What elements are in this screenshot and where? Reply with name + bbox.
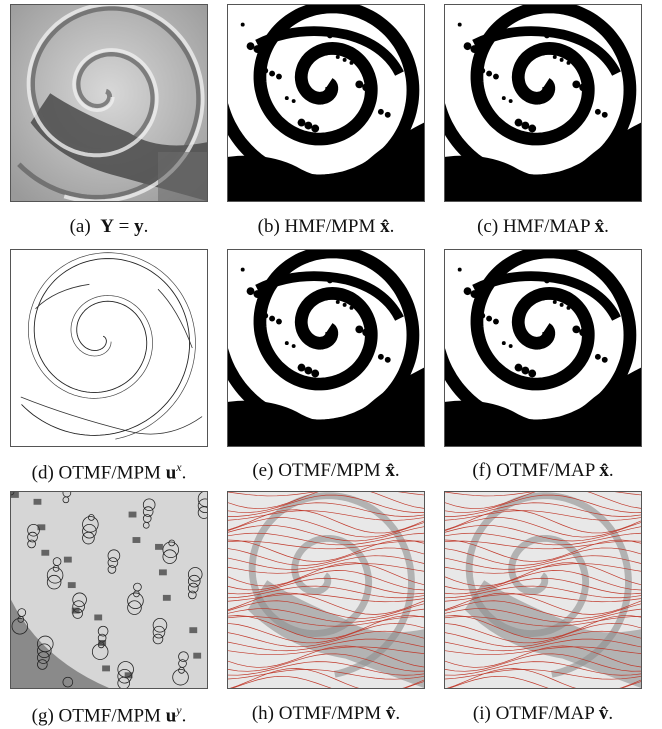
- panel-c-hmf-map-segmentation: [444, 4, 642, 202]
- caption-e: (e) OTMF/MPM x̂.: [252, 460, 400, 481]
- caption-i: (i) OTMF/MAP v̂.: [472, 703, 614, 724]
- caption-c: (c) HMF/MAP x̂.: [477, 216, 609, 237]
- caption-a: (a) Y = y.: [69, 216, 149, 237]
- panel-f-otmf-map-segmentation: [444, 249, 642, 447]
- panel-g-texture-field: [10, 491, 208, 689]
- panel-b-hmf-mpm-segmentation: [227, 4, 425, 202]
- caption-g: (g) OTMF/MPM uy.: [31, 703, 187, 727]
- caption-b: (b) HMF/MPM x̂.: [257, 216, 395, 237]
- panel-a-satellite-image: [10, 4, 208, 202]
- caption-f: (f) OTMF/MAP x̂.: [472, 460, 614, 481]
- panel-d-edge-field: [10, 249, 208, 447]
- panel-h-orientation-contours-mpm: [227, 491, 425, 689]
- panel-i-orientation-contours-map: [444, 491, 642, 689]
- caption-h: (h) OTMF/MPM v̂.: [251, 703, 401, 724]
- panel-e-otmf-mpm-segmentation: [227, 249, 425, 447]
- caption-d: (d) OTMF/MPM ux.: [31, 460, 187, 484]
